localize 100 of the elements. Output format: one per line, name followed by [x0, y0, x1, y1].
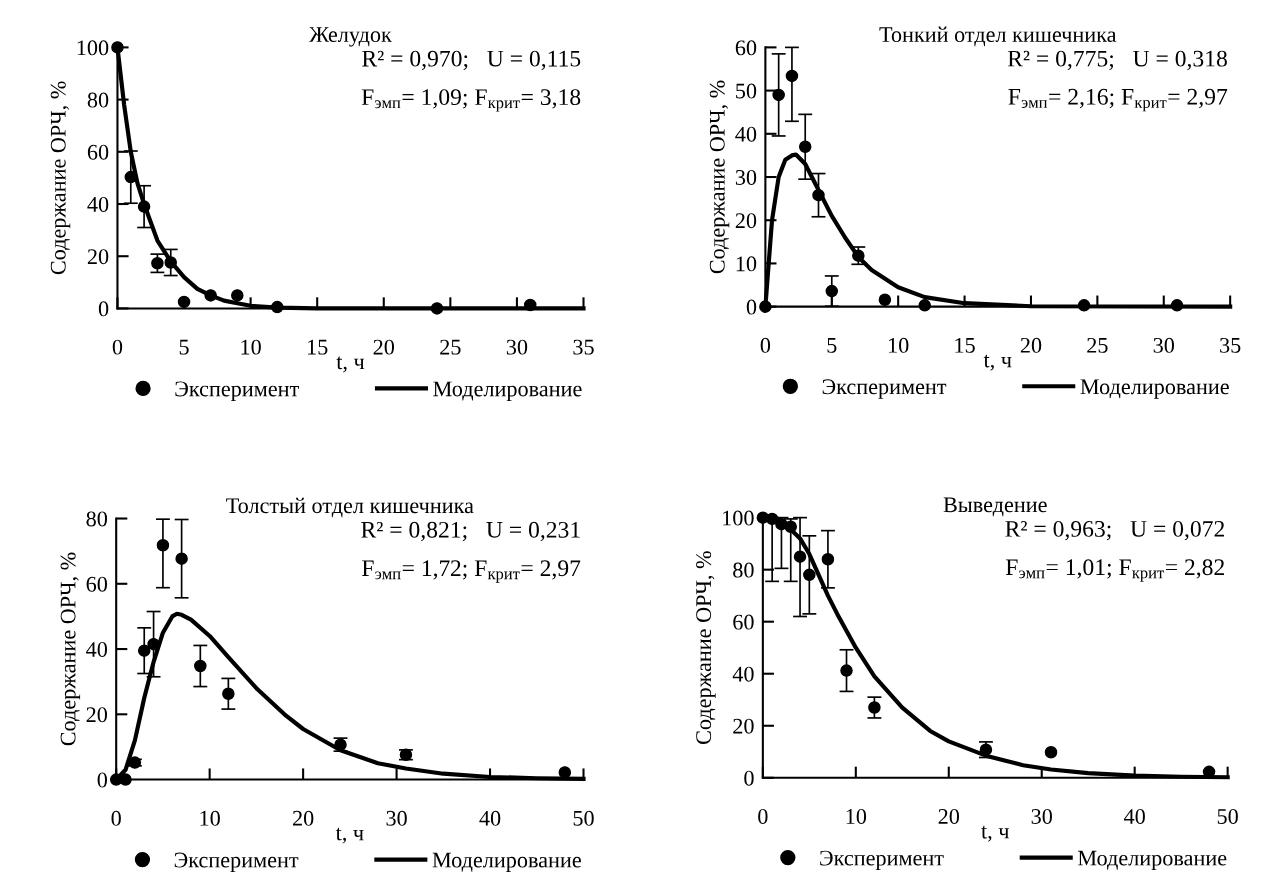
point — [430, 302, 444, 315]
chart-title: Тонкий отдел кишечника — [879, 26, 1117, 47]
x-tick-label: 50 — [1217, 808, 1238, 824]
point — [918, 299, 931, 312]
x-tick-label: 40 — [1124, 808, 1145, 824]
point — [803, 568, 816, 582]
point — [111, 41, 124, 54]
y-tick-label: 60 — [86, 576, 108, 592]
y-tick-label: 60 — [87, 144, 109, 160]
point — [194, 659, 207, 673]
chart-title: Толстый отдел кишечника — [226, 497, 474, 518]
point — [558, 766, 572, 779]
y-tick-label: 10 — [736, 256, 757, 272]
chart-title: Желудок — [309, 27, 392, 47]
point — [177, 295, 191, 309]
point — [812, 188, 825, 202]
y-tick-label: 60 — [733, 614, 754, 630]
x-tick-label: 15 — [955, 337, 975, 353]
x-axis-title: t, ч — [335, 827, 364, 844]
x-tick-label: 30 — [1031, 808, 1052, 824]
legend-label: Эксперимент — [822, 379, 947, 399]
annotation: F$_{эмп}$= 1,72; F$_{крит}$= 2,97 — [362, 560, 581, 583]
x-tick-label: 20 — [938, 808, 960, 824]
annotation: R² = 0,821; U = 0,231 — [361, 521, 580, 542]
point — [821, 552, 835, 566]
x-tick-label: 20 — [373, 339, 395, 355]
point — [147, 637, 160, 651]
y-tick-label: 60 — [735, 40, 757, 56]
x-tick-label: 25 — [440, 339, 461, 355]
x-tick-label: 0 — [758, 808, 768, 824]
point — [231, 289, 244, 302]
point — [772, 88, 785, 102]
y-tick-label: 40 — [732, 666, 754, 682]
x-tick-label: 20 — [292, 810, 314, 826]
legend-label: Моделирование — [432, 852, 581, 873]
x-axis-title: t, ч — [981, 825, 1009, 842]
y-tick-label: 0 — [97, 772, 108, 788]
legend-label: Эксперимент — [174, 852, 299, 873]
chart-title: Выведение — [943, 497, 1047, 517]
annotation: F$_{эмп}$= 1,01; F$_{крит}$= 2,82 — [1005, 559, 1224, 582]
point — [523, 298, 537, 312]
y-tick-label: 80 — [87, 92, 109, 108]
point — [825, 284, 839, 298]
x-tick-label: 30 — [386, 810, 407, 826]
y-tick-label: 0 — [746, 299, 757, 315]
x-tick-label: 35 — [573, 339, 594, 355]
point — [785, 69, 799, 83]
y-axis-title: Содержание ОРЧ, % — [709, 80, 730, 274]
x-tick-label: 10 — [241, 339, 261, 355]
y-tick-label: 40 — [735, 126, 757, 142]
legend-label: Эксперимент — [175, 381, 299, 401]
y-tick-label: 100 — [723, 510, 754, 526]
point — [798, 140, 812, 154]
y-axis-title: Содержание ОРЧ, % — [696, 551, 716, 745]
x-tick-label: 40 — [479, 810, 501, 826]
point — [1044, 746, 1058, 759]
point — [156, 539, 170, 552]
y-tick-label: 0 — [744, 770, 754, 786]
x-tick-label: 15 — [308, 339, 328, 355]
x-axis-title: t, ч — [336, 356, 365, 373]
y-tick-label: 30 — [735, 169, 757, 185]
x-tick-label: 5 — [827, 338, 837, 353]
x-tick-label: 5 — [179, 339, 189, 355]
point — [765, 512, 779, 526]
point — [793, 550, 807, 563]
x-tick-label: 0 — [760, 337, 771, 353]
y-axis-title: Содержание ОРЧ, % — [60, 552, 81, 746]
y-tick-label: 40 — [87, 196, 109, 212]
y-tick-label: 80 — [86, 511, 108, 527]
x-tick-label: 10 — [846, 808, 867, 824]
point — [164, 256, 177, 269]
y-tick-label: 40 — [86, 641, 108, 657]
legend-label: Моделирование — [1077, 850, 1227, 871]
y-tick-label: 20 — [733, 718, 754, 734]
legend-label: Эксперимент — [820, 850, 944, 871]
point — [1077, 299, 1091, 312]
point — [119, 773, 132, 786]
annotation: R² = 0,963; U = 0,072 — [1005, 520, 1225, 541]
annotation: F$_{эмп}$= 2,16; F$_{крит}$= 2,97 — [1008, 88, 1228, 112]
point — [852, 249, 865, 262]
x-tick-label: 50 — [573, 810, 594, 826]
y-axis-title: Содержание ОРЧ, % — [50, 81, 71, 275]
x-tick-label: 25 — [1087, 337, 1108, 353]
point — [137, 200, 151, 213]
x-tick-label: 35 — [1220, 337, 1241, 353]
x-axis-title: t, ч — [983, 354, 1012, 371]
point — [868, 701, 881, 714]
annotation: F$_{эмп}$= 1,09; F$_{крит}$= 3,18 — [361, 89, 581, 112]
y-tick-label: 20 — [87, 249, 109, 265]
x-tick-label: 0 — [112, 339, 123, 355]
y-tick-label: 20 — [735, 213, 757, 229]
point — [222, 687, 235, 700]
x-tick-label: 0 — [111, 810, 121, 826]
point — [759, 300, 772, 313]
point — [204, 289, 217, 302]
y-tick-label: 0 — [98, 301, 109, 317]
point — [1170, 299, 1184, 312]
point — [270, 300, 284, 314]
point — [175, 552, 188, 565]
annotation: R² = 0,970; U = 0,115 — [362, 50, 581, 71]
